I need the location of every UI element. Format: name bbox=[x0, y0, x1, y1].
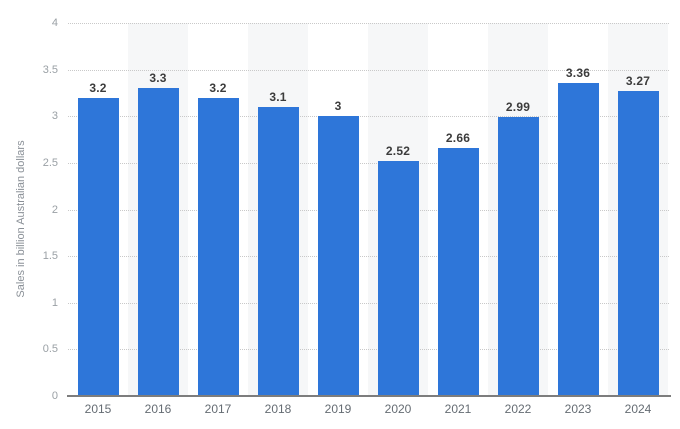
value-label-2018: 3.1 bbox=[269, 89, 287, 104]
bar-2017[interactable] bbox=[197, 97, 239, 396]
x-tick-label-2017: 2017 bbox=[204, 402, 232, 416]
bar-2020[interactable] bbox=[377, 161, 419, 396]
gridline-3 bbox=[68, 116, 669, 118]
gridline-2.5 bbox=[68, 162, 669, 164]
gridline-1.5 bbox=[68, 256, 669, 258]
gridline-4 bbox=[68, 23, 669, 24]
bar-2019[interactable] bbox=[317, 116, 359, 396]
x-tick-label-2024: 2024 bbox=[624, 402, 652, 416]
y-tick-label: 0 bbox=[51, 390, 58, 402]
value-label-2015: 3.2 bbox=[89, 80, 107, 95]
x-tick-label-2015: 2015 bbox=[84, 402, 112, 416]
bar-2024[interactable] bbox=[617, 91, 659, 396]
bar-2016[interactable] bbox=[137, 88, 179, 396]
y-tick-label: 2 bbox=[51, 203, 58, 216]
bar-2018[interactable] bbox=[257, 106, 299, 396]
x-tick-label-2019: 2019 bbox=[324, 402, 352, 416]
y-tick-label: 1 bbox=[51, 296, 58, 309]
bar-2021[interactable] bbox=[437, 147, 479, 396]
y-tick-label: 3 bbox=[51, 110, 58, 123]
x-tick-label-2020: 2020 bbox=[384, 402, 412, 416]
bar-2022[interactable] bbox=[497, 117, 539, 396]
gridline-2 bbox=[68, 209, 669, 211]
value-label-2023: 3.36 bbox=[565, 65, 591, 80]
bar-2015[interactable] bbox=[77, 97, 119, 396]
x-tick-label-2023: 2023 bbox=[564, 402, 592, 416]
y-tick-label: 2.5 bbox=[42, 156, 58, 169]
x-tick-label-2022: 2022 bbox=[504, 402, 532, 416]
y-tick-label: 3.5 bbox=[42, 63, 58, 76]
y-tick-label: 4 bbox=[51, 17, 58, 29]
value-label-2024: 3.27 bbox=[625, 74, 651, 89]
x-tick-label-2016: 2016 bbox=[144, 402, 172, 416]
value-label-2022: 2.99 bbox=[505, 100, 531, 115]
value-label-2020: 2.52 bbox=[385, 144, 411, 158]
gridline-1 bbox=[68, 302, 669, 304]
y-tick-label: 1.5 bbox=[42, 250, 58, 263]
gridline-3.5 bbox=[68, 69, 669, 71]
value-label-2021: 2.66 bbox=[445, 130, 471, 145]
y-axis-title: Sales in billion Australian dollars bbox=[15, 140, 27, 298]
x-axis-line bbox=[67, 395, 671, 397]
value-label-2017: 3.2 bbox=[209, 80, 227, 95]
value-label-2019: 3 bbox=[334, 99, 342, 114]
gridline-0.5 bbox=[68, 349, 669, 351]
bar-2023[interactable] bbox=[557, 82, 599, 396]
x-tick-label-2018: 2018 bbox=[264, 402, 292, 416]
y-tick-label: 0.5 bbox=[42, 343, 58, 356]
value-label-2016: 3.3 bbox=[149, 71, 167, 86]
x-tick-label-2021: 2021 bbox=[444, 402, 472, 416]
